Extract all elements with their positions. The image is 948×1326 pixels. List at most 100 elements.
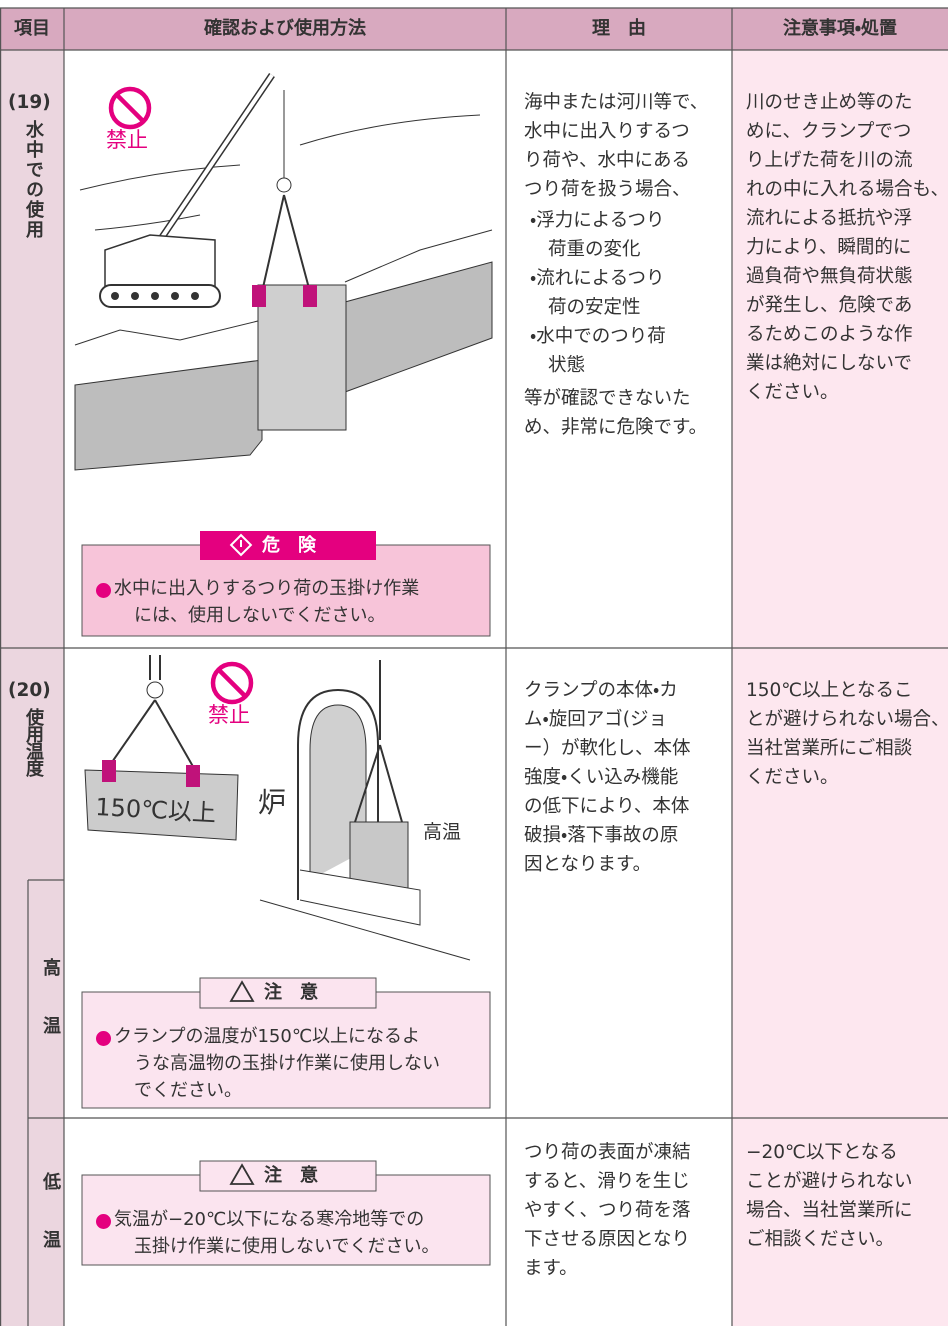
text-line: ください。 <box>746 767 839 788</box>
text-line: 場合、当社営業所に <box>746 1200 913 1221</box>
header-cell: 項目 <box>14 18 50 39</box>
text-line: つり荷の表面が凍結 <box>524 1142 691 1163</box>
text-line: り荷や、水中にある <box>524 150 690 171</box>
action-text: 150℃以上となることが避けられない場合、 当社営業所にご相談 ください。 <box>746 676 948 792</box>
text-line: ください。 <box>746 382 839 403</box>
text-line: 水中に出入りするつ <box>524 121 690 142</box>
text-line: うな高温物の玉掛け作業に使用しない <box>134 1053 440 1074</box>
text-line: 荷の安定性 <box>548 297 641 318</box>
item-label: 使用温度 <box>23 708 44 776</box>
prohibition-text: 禁止 <box>106 128 148 152</box>
text-line: すると、滑りを生じ <box>524 1171 690 1192</box>
grid <box>0 7 948 1326</box>
bullet <box>96 583 111 598</box>
furnace-text: 炉 <box>258 786 286 819</box>
item-col-bg <box>0 50 64 1326</box>
danger-label-bg <box>200 531 376 560</box>
header-cell: 注意事項・処置 <box>782 18 898 39</box>
warning-text: 気温が−20℃以下になる寒冷地等での玉掛け作業に使用しないでください。 <box>114 1206 439 1260</box>
text-line: の低下により、本体 <box>524 796 690 817</box>
crane-illustration <box>74 73 493 471</box>
text-line: クランプの温度が150℃以上になるよ <box>114 1026 421 1047</box>
header-cell: 理 由 <box>592 18 646 39</box>
text-line: 破損・落下事故の原 <box>524 825 679 846</box>
text-line: ことが避けられない <box>746 1171 913 1192</box>
warning-label: 危 険 <box>262 535 316 556</box>
caution-label-bg <box>199 977 377 1009</box>
text-line: るためこのような作 <box>746 324 913 345</box>
text-line: 下させる原因となり <box>524 1229 690 1250</box>
hot-text: 高温 <box>423 821 461 843</box>
text-line: 150℃以上となるこ <box>746 680 913 701</box>
danger-icon <box>229 533 253 557</box>
text-line: には、使用しないでください。 <box>134 605 386 626</box>
danger-box <box>81 544 491 637</box>
reason-bullet: ・流れによるつり 荷の安定性 <box>530 264 665 322</box>
reason-text: 海中または河川等で、 水中に出入りするつ り荷や、水中にある つり荷を扱う場合、 <box>524 88 708 204</box>
caution-icon <box>229 980 255 1002</box>
text-line: ・浮力によるつり <box>530 210 665 231</box>
text-line: −20℃以下となる <box>746 1142 898 1163</box>
bullet <box>96 1214 111 1229</box>
text-line: ー）が軟化し、本体 <box>524 738 691 759</box>
action-text: 川のせき止め等のた めに、クランプでつ り上げた荷を川の流れの中に入れる場合も、 流れ… <box>746 88 948 407</box>
text-line: 状態 <box>548 355 586 376</box>
text-line: 川のせき止め等のた <box>746 92 913 113</box>
text-line: ・水中でのつり荷 <box>530 326 666 347</box>
text-line: 強度・くい込み機能 <box>524 767 679 788</box>
header-cell: 確認および使用方法 <box>204 18 366 39</box>
text-line: 業は絶対にしないで <box>746 353 912 374</box>
subrow-label: 高温 <box>40 958 61 1074</box>
text-line: 気温が−20℃以下になる寒冷地等での <box>114 1209 425 1230</box>
text-line: が発生し、危険であ <box>746 295 913 316</box>
text-line: 因となります。 <box>524 854 652 875</box>
item-number: (19) <box>8 92 51 113</box>
prohibition-text: 禁止 <box>208 703 250 727</box>
text-line: 流れによる抵抗や浮 <box>746 208 912 229</box>
text-line: つり荷を扱う場合、 <box>524 179 691 200</box>
reason-text: 等が確認できないた め、非常に危険です。 <box>524 384 707 442</box>
warning-text: クランプの温度が150℃以上になるような高温物の玉掛け作業に使用しない でください… <box>114 1023 440 1104</box>
reason-text: つり荷の表面が凍結 すると、滑りを生じ やすく、つり荷を落 下させる原因となり ます。 <box>524 1138 691 1283</box>
text-line: 荷重の変化 <box>548 239 641 260</box>
reason-text: クランプの本体・カ ム・旋回アゴ(ジョー）が軟化し、本体 強度・くい込み機能 の低下に… <box>524 676 691 879</box>
caution-icon <box>229 1163 255 1185</box>
reason-bullet: ・水中でのつり荷状態 <box>530 322 666 380</box>
text-line: とが避けられない場合、 <box>746 709 948 730</box>
subrow-label: 低温 <box>40 1172 61 1288</box>
reason-bullet: ・浮力によるつり 荷重の変化 <box>530 206 665 264</box>
text-line: ・流れによるつり <box>530 268 665 289</box>
warning-text: 水中に出入りするつり荷の玉掛け作業には、使用しないでください。 <box>114 575 419 629</box>
warning-label: 注 意 <box>264 982 318 1003</box>
text-line: 水中に出入りするつり荷の玉掛け作業 <box>114 578 420 599</box>
header-bg <box>0 8 948 50</box>
text-line: 当社営業所にご相談 <box>746 738 913 759</box>
text-line: 海中または河川等で、 <box>524 92 709 113</box>
text-line: ます。 <box>524 1258 578 1279</box>
text-line: り上げた荷を川の流 <box>746 150 913 171</box>
text-line: クランプの本体・カ <box>524 680 678 701</box>
action-text: −20℃以下となる ことが避けられない 場合、当社営業所に ご相談ください。 <box>746 1138 913 1254</box>
temperature-illustration <box>84 655 471 961</box>
text-line: め、非常に危険です。 <box>524 417 708 438</box>
plate-text: 150℃以上 <box>95 793 217 827</box>
warning-label: 注 意 <box>264 1165 318 1186</box>
bullet <box>96 1031 111 1046</box>
text-line: めに、クランプでつ <box>746 121 912 142</box>
text-line: ム・旋回アゴ(ジョ <box>524 709 668 730</box>
text-line: れの中に入れる場合も、 <box>746 179 948 200</box>
text-line: でください。 <box>134 1080 242 1101</box>
text-line: 等が確認できないた <box>524 388 691 409</box>
caution-box <box>81 991 491 1109</box>
item-label: 水中での使用 <box>23 120 44 240</box>
text-line: ご相談ください。 <box>746 1229 895 1250</box>
action-col-bg <box>732 50 948 1326</box>
item-number: (20) <box>8 680 51 701</box>
text-line: やすく、つり荷を落 <box>524 1200 691 1221</box>
caution-label-bg <box>199 1160 377 1192</box>
text-line: 力により、瞬間的に <box>746 237 912 258</box>
text-line: 過負荷や無負荷状態 <box>746 266 913 287</box>
text-line: 玉掛け作業に使用しないでください。 <box>134 1236 440 1257</box>
